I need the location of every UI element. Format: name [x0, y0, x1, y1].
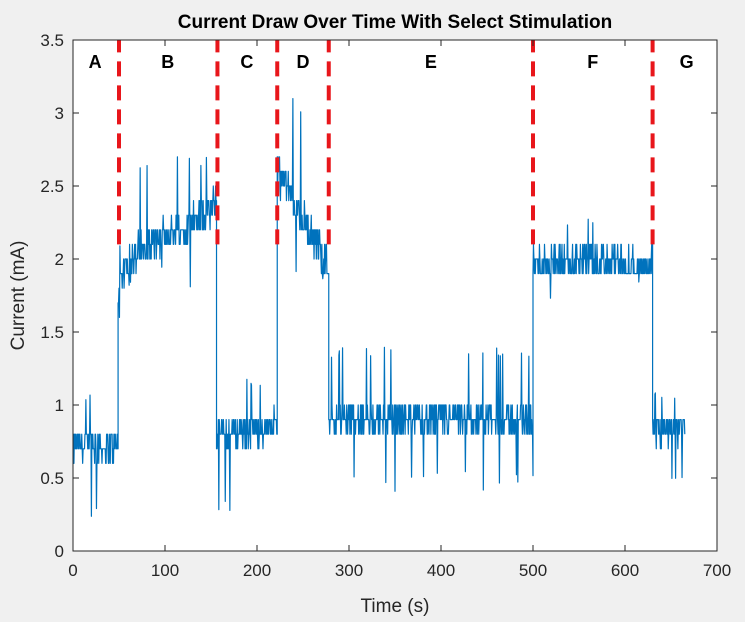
region-label-a: A: [89, 52, 102, 72]
region-label-f: F: [587, 52, 598, 72]
series-line-0: [72, 98, 686, 517]
x-tick-label: 200: [243, 561, 271, 580]
region-label-layer: A B C D E F G: [89, 52, 694, 72]
x-tick-label: 300: [335, 561, 363, 580]
y-tick-label: 3.5: [40, 31, 64, 50]
x-tick-label: 700: [703, 561, 731, 580]
x-tick-label: 600: [611, 561, 639, 580]
x-tick-label: 0: [68, 561, 77, 580]
y-axis-title: Current (mA): [8, 241, 29, 351]
y-tick-label: 0.5: [40, 469, 64, 488]
chart-title: Current Draw Over Time With Select Stimu…: [178, 12, 612, 33]
divider-layer: [117, 40, 655, 245]
x-axis-ticks: 0 100 200 300 400 500 600 700: [68, 40, 731, 580]
plot-frame: [72, 39, 718, 552]
y-tick-label: 1.5: [40, 323, 64, 342]
x-tick-label: 500: [519, 561, 547, 580]
x-tick-label: 100: [151, 561, 179, 580]
region-label-c: C: [240, 52, 253, 72]
series-layer: [72, 98, 686, 517]
x-axis-title: Time (s): [361, 596, 430, 617]
y-tick-label: 2.5: [40, 177, 64, 196]
x-tick-label: 400: [427, 561, 455, 580]
region-label-e: E: [425, 52, 437, 72]
region-label-g: G: [680, 52, 694, 72]
y-axis-ticks: 0 0.5 1 1.5 2 2.5 3 3.5: [40, 31, 717, 561]
y-tick-label: 0: [55, 542, 64, 561]
y-tick-label: 2: [55, 250, 64, 269]
region-label-d: D: [297, 52, 310, 72]
y-tick-label: 3: [55, 104, 64, 123]
y-tick-label: 1: [55, 396, 64, 415]
region-label-b: B: [161, 52, 174, 72]
